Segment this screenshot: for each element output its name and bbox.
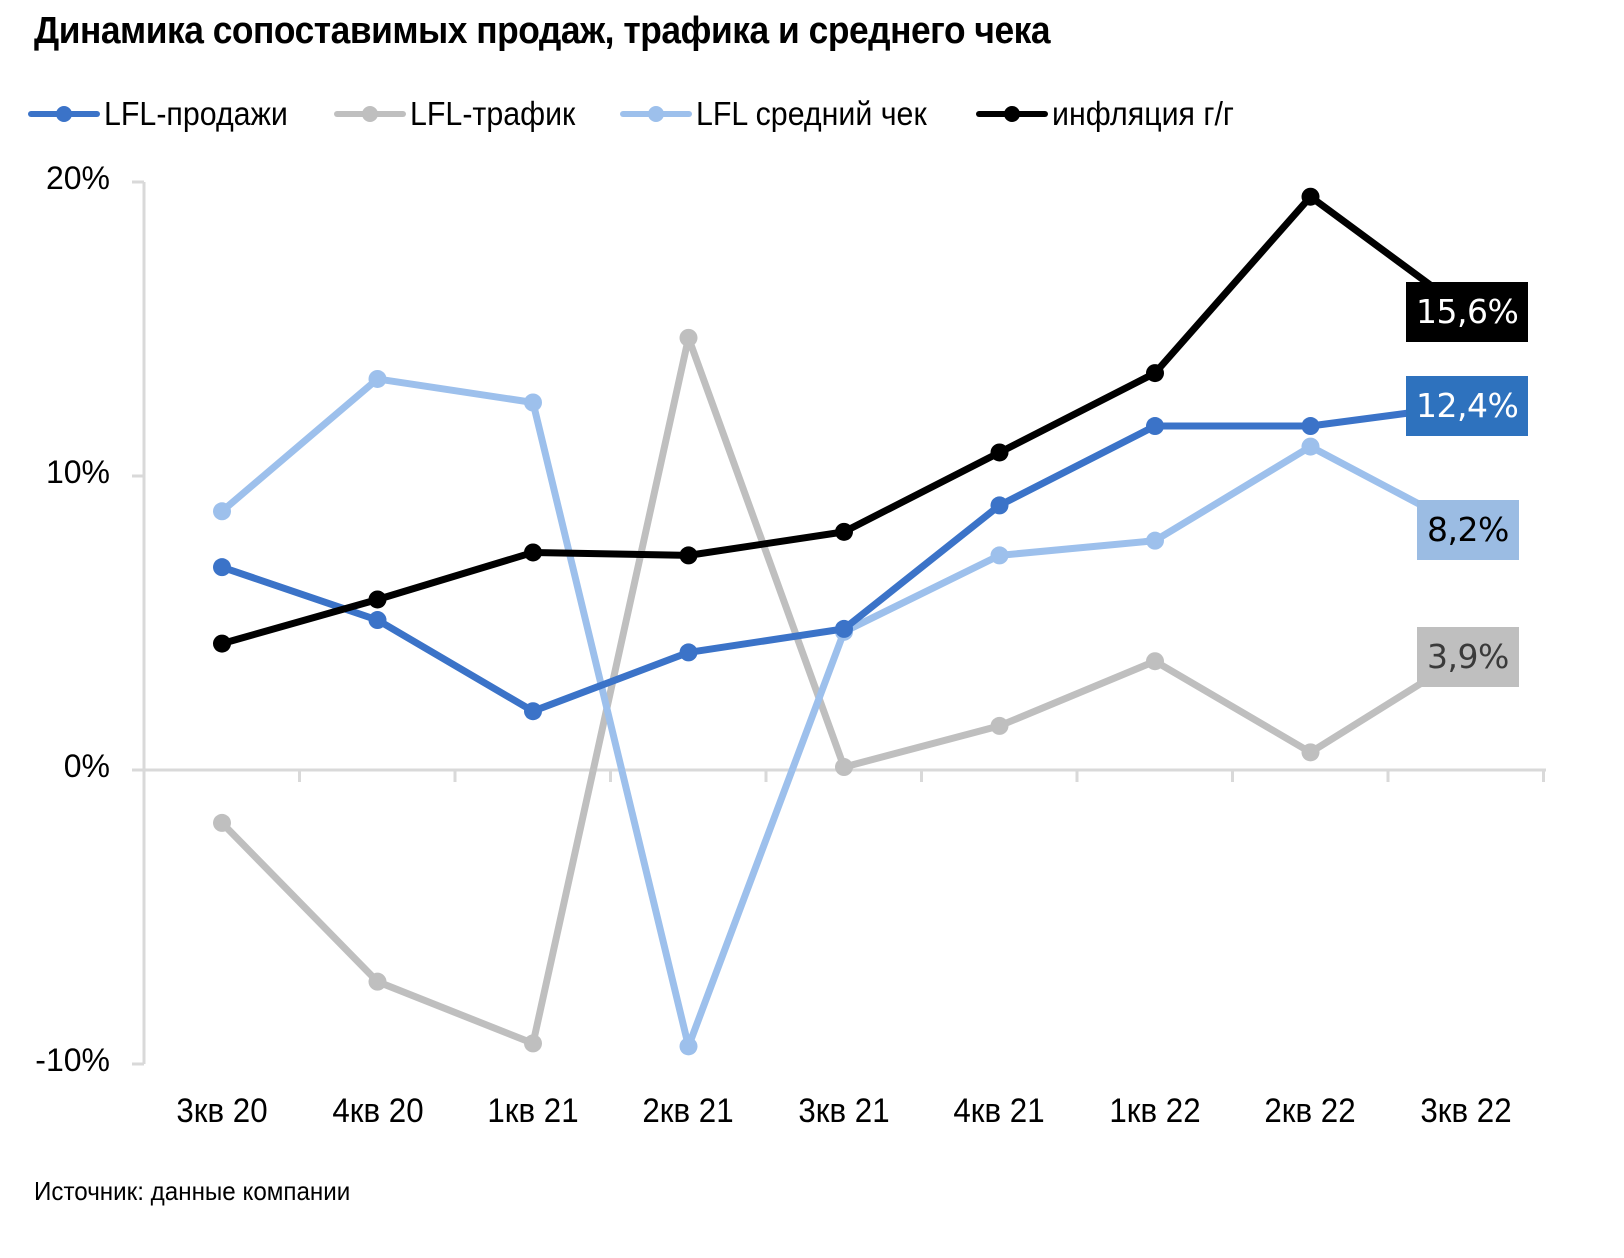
legend-item-inflation[interactable]: инфляция г/г: [976, 95, 1250, 133]
data-point[interactable]: [524, 393, 542, 412]
chart-legend: LFL-продажи LFL-трафик LFL средний чек и…: [28, 92, 1280, 136]
legend-label: LFL-трафик: [409, 95, 576, 132]
data-point[interactable]: [1146, 364, 1164, 383]
line-marker-icon: [28, 102, 100, 126]
data-label-lfl-traffic: 3,9%: [1417, 627, 1519, 687]
data-point[interactable]: [1301, 187, 1320, 206]
data-point[interactable]: [835, 619, 853, 638]
data-point[interactable]: [679, 1037, 698, 1056]
line-marker-icon: [333, 102, 406, 126]
data-point[interactable]: [213, 558, 231, 577]
source-note: Источник: данные компании: [34, 1176, 351, 1206]
legend-item-lfl-sales[interactable]: LFL-продажи: [28, 95, 304, 133]
legend-label: LFL средний чек: [695, 95, 927, 132]
x-tick-label: 2кв 22: [1264, 1092, 1356, 1130]
data-point[interactable]: [679, 643, 698, 662]
x-tick-label: 1кв 21: [487, 1092, 579, 1130]
x-tick-label: 2кв 21: [642, 1092, 734, 1130]
data-label-lfl-sales: 12,4%: [1406, 376, 1529, 436]
data-label-lfl-avg-check: 8,2%: [1417, 500, 1519, 560]
data-point[interactable]: [368, 611, 387, 630]
line-marker-icon: [976, 102, 1049, 126]
data-point[interactable]: [1146, 417, 1164, 436]
series-line: [213, 187, 1470, 653]
data-point[interactable]: [1146, 531, 1164, 550]
data-point[interactable]: [1301, 437, 1320, 456]
data-point[interactable]: [679, 328, 698, 347]
data-point[interactable]: [368, 972, 387, 991]
data-point[interactable]: [368, 369, 387, 388]
y-tick-label: -10%: [35, 1042, 110, 1078]
legend-label: инфляция г/г: [1052, 95, 1235, 132]
data-point[interactable]: [524, 702, 542, 721]
data-point[interactable]: [990, 443, 1009, 462]
x-tick-label: 3кв 22: [1420, 1092, 1512, 1130]
y-tick-label: 10%: [45, 454, 110, 490]
legend-item-lfl-avg-check[interactable]: LFL средний чек: [619, 95, 947, 133]
data-point[interactable]: [835, 522, 853, 541]
series-line: [213, 401, 1470, 721]
data-point[interactable]: [835, 758, 853, 777]
legend-item-lfl-traffic[interactable]: LFL-трафик: [333, 95, 590, 133]
series-layer: [213, 187, 1470, 1056]
legend-label: LFL-продажи: [104, 95, 288, 132]
y-tick-label: 20%: [45, 160, 110, 196]
data-point[interactable]: [679, 546, 698, 565]
data-point[interactable]: [990, 546, 1009, 565]
x-tick-label: 1кв 22: [1109, 1092, 1201, 1130]
data-point[interactable]: [368, 590, 387, 609]
x-tick-label: 3кв 20: [176, 1092, 268, 1130]
x-tick-label: 4кв 21: [953, 1092, 1045, 1130]
y-tick-label: 0%: [63, 748, 110, 784]
data-point[interactable]: [990, 496, 1009, 515]
chart-title: Динамика сопоставимых продаж, трафика и …: [34, 10, 1051, 52]
data-point[interactable]: [213, 634, 231, 653]
data-label-inflation: 15,6%: [1406, 282, 1529, 342]
x-tick-label: 3кв 21: [798, 1092, 890, 1130]
data-point[interactable]: [1301, 743, 1320, 762]
data-point[interactable]: [524, 1034, 542, 1053]
data-point[interactable]: [990, 716, 1009, 735]
data-point[interactable]: [213, 813, 231, 832]
data-point[interactable]: [1146, 652, 1164, 671]
x-tick-label: 4кв 20: [332, 1092, 424, 1130]
line-marker-icon: [619, 102, 692, 126]
data-point[interactable]: [524, 543, 542, 562]
data-point[interactable]: [213, 502, 231, 521]
series-line: [213, 369, 1470, 1056]
data-point[interactable]: [1301, 417, 1320, 436]
series-line: [213, 328, 1470, 1053]
